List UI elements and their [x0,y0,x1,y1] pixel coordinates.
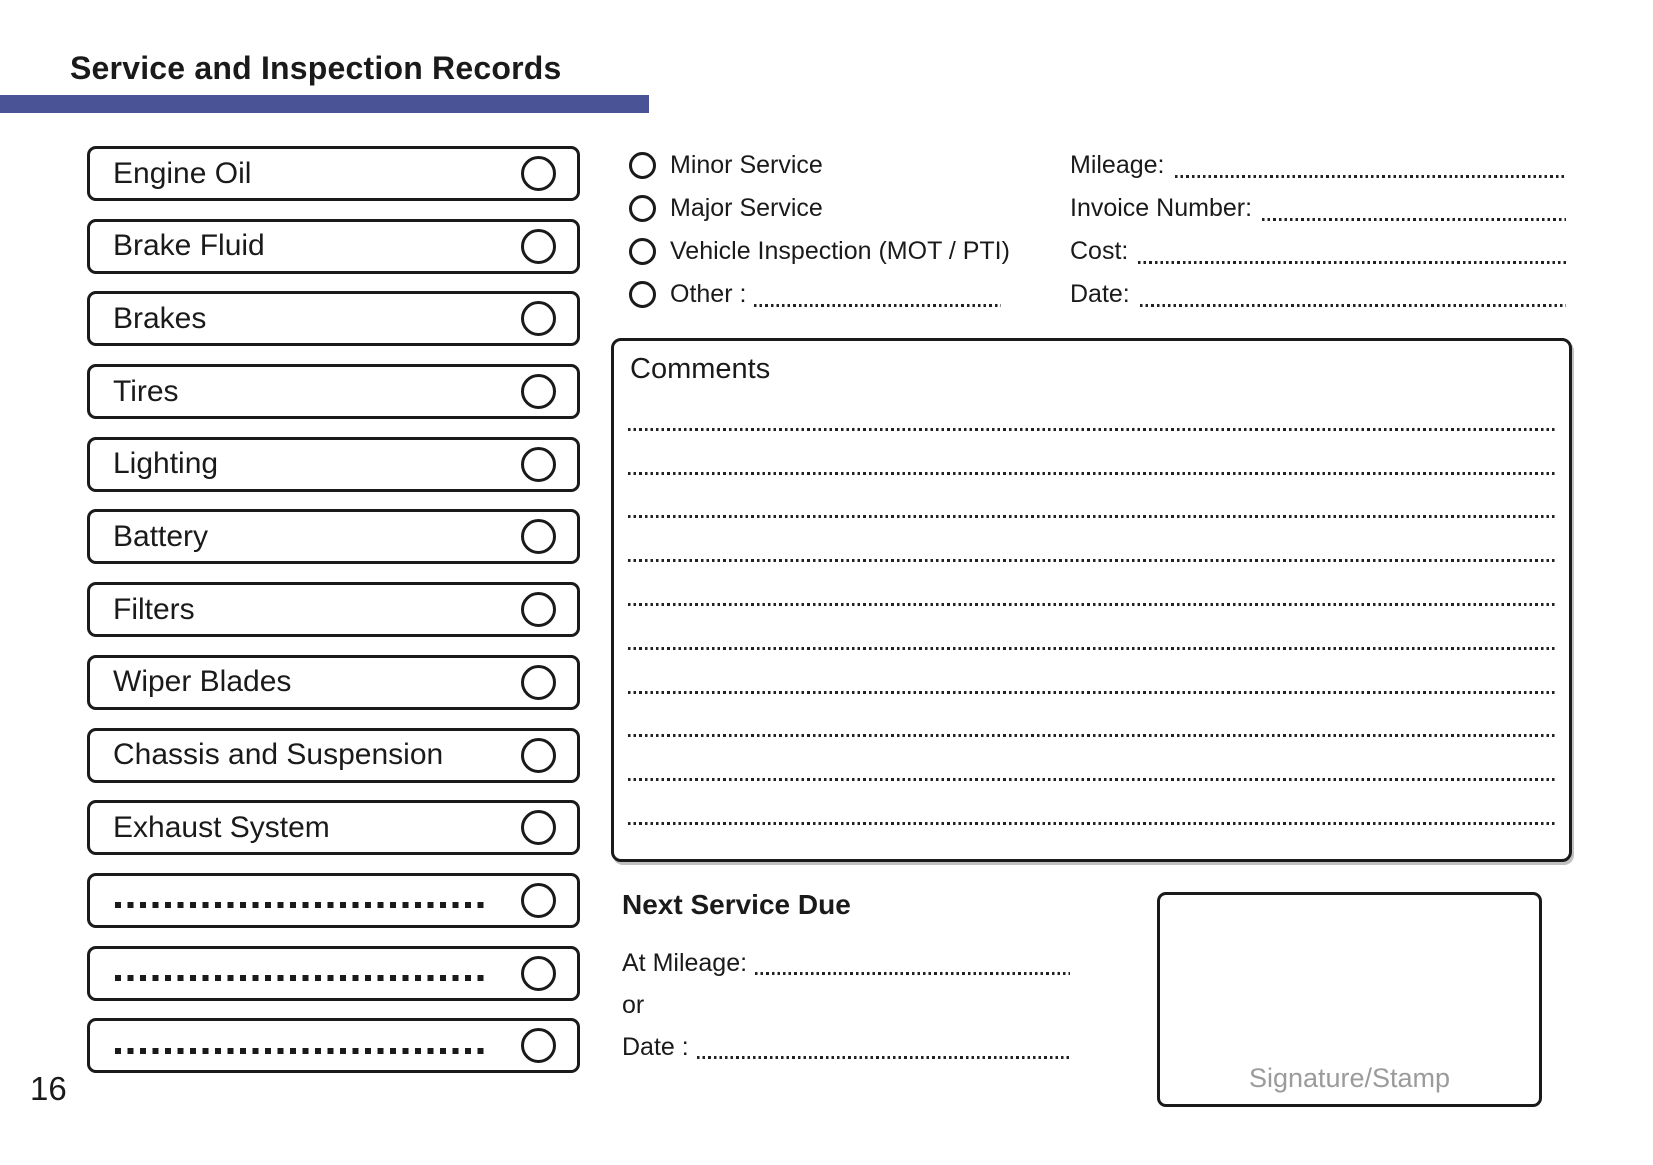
checklist-item-label: Lighting [113,447,219,481]
radio-other: Other : [629,273,1069,316]
check-circle-icon[interactable] [521,955,556,991]
check-circle-icon[interactable] [521,228,556,264]
radio-icon[interactable] [629,152,656,179]
cost-write-in-line[interactable] [1138,261,1566,264]
checklist-item-tires: Tires [87,364,580,420]
checklist-item-chassis-suspension: Chassis and Suspension [87,727,580,783]
check-circle-icon[interactable] [521,664,556,700]
field-label: Mileage: [1070,151,1165,179]
radio-label: Major Service [670,194,823,222]
comments-title: Comments [630,353,771,385]
checklist-item-label: Chassis and Suspension [113,738,444,771]
at-mileage-label: At Mileage: [622,948,748,977]
radio-vehicle-inspection: Vehicle Inspection (MOT / PTI) [629,230,1069,273]
comment-line[interactable] [628,431,1557,475]
radio-minor-service: Minor Service [629,144,1069,187]
or-label: or [622,990,645,1019]
next-service-due-section: Next Service Due At Mileage: or Date : [622,888,1070,1064]
field-date: Date: [1070,273,1566,316]
signature-stamp-box[interactable]: Signature/Stamp [1157,892,1542,1107]
next-service-date: Date : [622,1030,1070,1064]
checklist-item-label: Battery [113,519,209,553]
checklist-item-label: Engine Oil [113,156,252,190]
checklist-item-label: Wiper Blades [113,665,292,699]
radio-label: Other : [670,280,747,308]
next-service-or: or [622,988,1070,1022]
page-number: 16 [30,1070,67,1107]
checklist-item-label: Exhaust System [113,810,330,844]
date-write-in-line[interactable] [1139,304,1566,307]
checklist-item-label: Tires [113,374,179,408]
next-service-heading: Next Service Due [622,889,851,920]
comment-line[interactable] [628,387,1557,431]
comment-line[interactable] [628,518,1557,563]
check-circle-icon[interactable] [521,1028,556,1064]
field-label: Date: [1070,280,1130,308]
at-mileage-write-in-line[interactable] [755,972,1070,975]
check-circle-icon[interactable] [521,519,556,555]
blank-write-in-line[interactable] [115,975,490,982]
mileage-write-in-line[interactable] [1174,175,1566,178]
field-label: Cost: [1070,237,1129,265]
inspection-checklist: Engine Oil Brake Fluid Brakes Tires Ligh… [87,146,580,1074]
comment-line[interactable] [628,562,1557,606]
comment-line[interactable] [628,650,1557,694]
radio-label: Vehicle Inspection (MOT / PTI) [670,237,1010,265]
checklist-item-engine-oil: Engine Oil [87,146,580,201]
checklist-item-label: Brake Fluid [113,229,265,263]
check-circle-icon[interactable] [521,446,556,482]
blank-write-in-line[interactable] [115,902,490,909]
title-underline-bar [0,95,649,113]
field-invoice-number: Invoice Number: [1070,187,1566,230]
signature-stamp-label: Signature/Stamp [1248,1063,1451,1093]
checklist-item-lighting: Lighting [87,436,580,492]
checklist-item-wiper-blades: Wiper Blades [87,654,580,710]
check-circle-icon[interactable] [521,737,556,773]
checklist-item-custom-1 [87,872,580,928]
record-fields: Mileage: Invoice Number: Cost: Date: [1070,144,1566,316]
radio-icon[interactable] [629,281,656,308]
checklist-item-brakes: Brakes [87,291,580,347]
comments-write-area [628,387,1557,825]
check-circle-icon[interactable] [521,301,556,337]
checklist-item-battery: Battery [87,509,580,565]
checklist-item-custom-2 [87,945,580,1001]
check-circle-icon[interactable] [521,810,556,846]
checklist-item-label: Filters [113,592,195,626]
check-circle-icon[interactable] [521,156,556,191]
other-write-in-line[interactable] [754,304,1002,307]
radio-major-service: Major Service [629,187,1069,230]
field-mileage: Mileage: [1070,144,1566,187]
check-circle-icon[interactable] [521,592,556,628]
field-label: Invoice Number: [1070,194,1253,222]
check-circle-icon[interactable] [521,374,556,410]
checklist-item-custom-3 [87,1018,580,1074]
blank-write-in-line[interactable] [115,1047,490,1054]
comment-line[interactable] [628,606,1557,650]
field-cost: Cost: [1070,230,1566,273]
next-service-at-mileage: At Mileage: [622,946,1070,980]
checklist-item-brake-fluid: Brake Fluid [87,218,580,274]
page-title: Service and Inspection Records [70,50,562,86]
comment-line[interactable] [628,737,1557,782]
comments-box: Comments [611,338,1572,862]
radio-label: Minor Service [670,151,823,179]
radio-icon[interactable] [629,195,656,222]
next-date-label: Date : [622,1032,689,1061]
next-date-write-in-line[interactable] [696,1056,1070,1059]
service-type-group: Minor Service Major Service Vehicle Insp… [629,144,1069,316]
checklist-item-label: Brakes [113,301,207,335]
comment-line[interactable] [628,781,1557,825]
comment-line[interactable] [628,694,1557,738]
checklist-item-exhaust-system: Exhaust System [87,800,580,856]
comment-line[interactable] [628,475,1557,519]
invoice-number-write-in-line[interactable] [1262,218,1566,221]
radio-icon[interactable] [629,238,656,265]
checklist-item-filters: Filters [87,582,580,638]
check-circle-icon[interactable] [521,882,556,918]
